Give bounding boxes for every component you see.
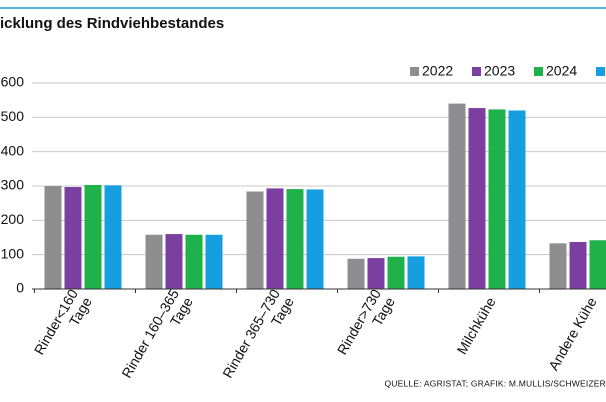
bar bbox=[549, 243, 567, 289]
y-tick-label: 300 bbox=[1, 177, 25, 193]
x-tick-label: Andere Kühe bbox=[545, 294, 600, 373]
bar bbox=[165, 234, 183, 289]
bar bbox=[468, 108, 486, 290]
bar bbox=[569, 241, 587, 289]
y-tick-label: 200 bbox=[1, 211, 25, 227]
bar bbox=[286, 189, 304, 289]
bar bbox=[246, 191, 264, 289]
bar bbox=[387, 256, 405, 289]
bar bbox=[347, 258, 365, 289]
bar bbox=[488, 109, 506, 289]
y-tick-label: 500 bbox=[1, 108, 25, 124]
bar bbox=[44, 186, 62, 289]
legend-label: 2024 bbox=[546, 63, 577, 79]
y-tick-label: 600 bbox=[1, 74, 25, 90]
bar bbox=[367, 258, 385, 289]
bar bbox=[589, 240, 606, 289]
bar bbox=[104, 185, 122, 289]
legend-swatch bbox=[472, 67, 481, 76]
bar bbox=[185, 234, 203, 289]
x-tick-label: Milchkühe bbox=[453, 294, 498, 357]
y-tick-label: 0 bbox=[16, 280, 24, 296]
bar bbox=[306, 189, 324, 289]
x-tick-label-group: Andere Kühe bbox=[545, 294, 600, 373]
bar bbox=[407, 256, 425, 289]
bar bbox=[266, 188, 284, 289]
legend-label: 2022 bbox=[422, 63, 453, 79]
legend-swatch bbox=[410, 67, 419, 76]
bar bbox=[64, 187, 82, 289]
legend-swatch bbox=[596, 67, 605, 76]
bar bbox=[145, 234, 163, 289]
source: QUELLE: AGRISTAT; GRAFIK: M.MULLIS/SCHWE… bbox=[385, 378, 606, 388]
bar bbox=[205, 234, 223, 289]
y-tick-label: 100 bbox=[1, 245, 25, 261]
legend-label: 2023 bbox=[484, 63, 515, 79]
bar bbox=[448, 103, 466, 289]
bar bbox=[84, 184, 102, 289]
x-tick-label: Rinder 365–730 bbox=[219, 286, 283, 380]
bar bbox=[508, 110, 526, 289]
legend-swatch bbox=[534, 67, 543, 76]
y-tick-label: 400 bbox=[1, 142, 25, 158]
x-tick-label-group: Milchkühe bbox=[453, 294, 498, 357]
chart-title: icklung des Rindviehbestandes bbox=[0, 15, 224, 32]
x-tick-label: Rinder 160–365 bbox=[118, 286, 182, 380]
